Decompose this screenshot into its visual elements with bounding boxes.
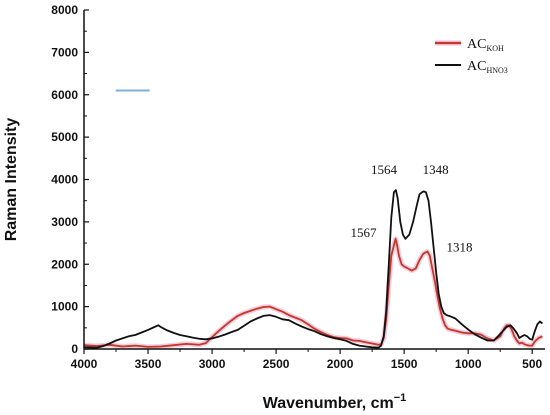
y-tick-label: 5000 <box>51 130 78 144</box>
x-tick-label: 500 <box>522 357 542 371</box>
legend-label-hno3: ACHNO3 <box>467 59 508 75</box>
peak-label-1348: 1348 <box>423 162 449 177</box>
x-tick-label: 3500 <box>135 357 162 371</box>
y-tick-label: 0 <box>71 342 78 356</box>
x-tick-label: 4000 <box>71 357 98 371</box>
y-tick-label: 8000 <box>51 3 78 17</box>
y-tick-label: 2000 <box>51 257 78 271</box>
x-axis-title-main: Wavenumber, cm <box>263 395 394 412</box>
x-tick-label: 2000 <box>327 357 354 371</box>
series-line-hno3 <box>83 189 543 349</box>
plot-layer: 0 1000 2000 3000 4000 5000 6000 7000 8000 4000 350… <box>51 3 545 371</box>
x-axis-title: Wavenumber, cm−1 <box>263 392 407 412</box>
y-tick-label: 7000 <box>51 45 78 59</box>
y-tick-label: 4000 <box>51 173 78 187</box>
y-tick-label: 6000 <box>51 88 78 102</box>
y-tick-label: 1000 <box>51 300 78 314</box>
peak-label-1564: 1564 <box>371 162 398 177</box>
y-axis-title: Raman Intensity <box>3 118 20 242</box>
legend-label-koh: ACKOH <box>467 37 504 53</box>
x-tick-label: 2500 <box>263 357 290 371</box>
x-tick-label: 1500 <box>391 357 418 371</box>
peak-label-1318: 1318 <box>446 240 472 255</box>
x-axis-title-superscript: −1 <box>394 392 407 404</box>
x-tick-label: 1000 <box>455 357 482 371</box>
peak-label-1567: 1567 <box>351 225 378 240</box>
x-tick-label: 3000 <box>199 357 226 371</box>
y-tick-label: 3000 <box>51 215 78 229</box>
